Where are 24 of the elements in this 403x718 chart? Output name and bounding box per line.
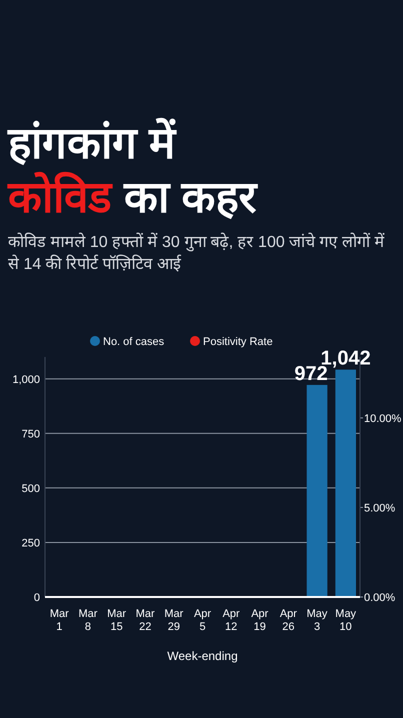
y-tick-label: 750 — [22, 428, 40, 440]
y-tick-label: 1,000 — [12, 374, 40, 386]
legend-label: Positivity Rate — [203, 336, 273, 348]
x-tick-label: Mar 15 — [107, 608, 126, 633]
x-tick-label: Mar 22 — [136, 608, 156, 633]
x-tick-label: Mar 1 — [50, 608, 70, 633]
y2-tick-label: 5.00% — [364, 502, 396, 514]
x-axis-title: Week-ending — [167, 649, 238, 663]
x-tick-label: Mar 8 — [78, 608, 98, 633]
y-tick-label: 250 — [22, 537, 40, 550]
x-tick-label: Mar 29 — [164, 608, 184, 633]
y2-tick-label: 0.00% — [364, 592, 396, 604]
y-tick-label: 0 — [34, 592, 40, 604]
x-tick-label: May 3 — [306, 608, 328, 633]
chart-subtitle: कोविड मामले 10 हफ्तों में 30 गुना बढ़े, हर 100 जांचे गए लोगों में से 14 की रिपोर्ट पॉज़िटिव आई — [8, 232, 386, 275]
x-tick-label: Apr 12 — [222, 608, 240, 633]
x-tick-label: May 10 — [335, 608, 357, 633]
y2-tick-label: 10.00% — [364, 412, 402, 425]
x-tick-label: Apr 26 — [280, 608, 298, 633]
x-tick-label: Apr 19 — [251, 608, 269, 633]
x-tick-label: Apr 5 — [194, 608, 212, 633]
chart-title: हांगकांग में कोविड का कहर — [7, 117, 258, 222]
y-tick-label: 500 — [22, 482, 40, 495]
legend-label: No. of cases — [103, 336, 165, 348]
